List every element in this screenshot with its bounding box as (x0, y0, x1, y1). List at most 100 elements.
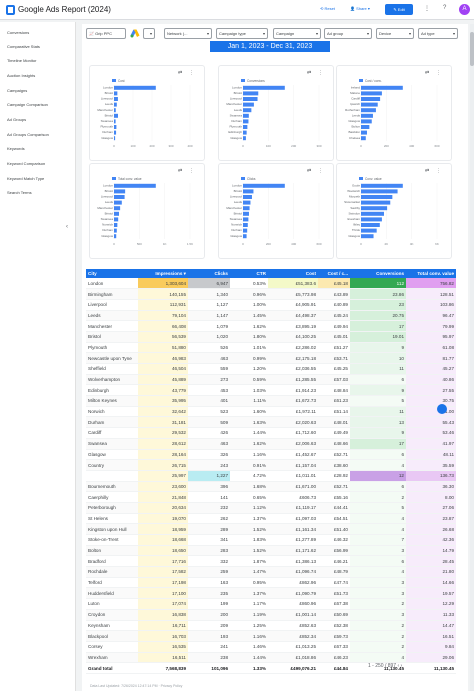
filter-network-[interactable]: Network (... ▾ (164, 28, 212, 39)
table-row[interactable]: Plymouth 51,880 526 1.01% £2,286.02 £51.27 9 61… (86, 342, 456, 354)
table-row[interactable]: Manchester 66,408 1,079 1.62% £3,895.19 £49.9… (86, 320, 456, 332)
column-header[interactable]: Impressions ▾ (138, 269, 188, 278)
value-cell: £1,712.60 (268, 427, 318, 439)
scrollbar[interactable] (470, 24, 474, 691)
sidebar-item-conversions[interactable]: Conversions (7, 30, 30, 35)
table-row[interactable]: Corsey 16,535 241 1.46% £1,013.25 £67.33 2 9.84 (86, 641, 456, 653)
city-cell: Telford (86, 577, 138, 589)
bar (361, 200, 391, 205)
table-row[interactable]: Bournemouth 23,600 396 1.68% £1,671.00 £52.71… (86, 481, 456, 493)
sidebar-item-ad-groups[interactable]: Ad Groups (7, 117, 27, 122)
table-row[interactable]: Wrexham 16,511 238 1.44% £1,018.86 £46.23 4 29.… (86, 652, 456, 664)
sidebar-item-ad-groups-comparison[interactable]: Ad Groups Comparison (7, 132, 49, 137)
pagination: 1 - 250 / 897 ‹ › (368, 663, 403, 669)
collapse-sidebar-icon[interactable]: ‹ (66, 224, 68, 230)
table-row[interactable]: Bristol 56,539 1,020 1.80% £4,100.25 £45.01 19… (86, 331, 456, 343)
sidebar-item-keyword-match-type[interactable]: Keyword Match Type (7, 176, 45, 181)
filter-device[interactable]: Device ▾ (376, 28, 414, 39)
value-cell: 112 (350, 278, 406, 290)
table-row[interactable]: Cardiff 29,532 426 1.44% £1,712.60 £49.49 9 53.… (86, 427, 456, 439)
table-row[interactable]: Stoke-on-Trent 18,668 341 1.83% £1,277.89 £46… (86, 534, 456, 546)
prev-page-icon[interactable]: ‹ (397, 663, 400, 669)
table-row[interactable]: Sheffield 46,504 559 1.20% £2,036.55 £45.25 11… (86, 363, 456, 375)
ads-dropdown[interactable]: ▾ (143, 28, 155, 39)
next-page-icon[interactable]: › (400, 663, 403, 669)
sidebar-item-keywords[interactable]: Keywords (7, 146, 25, 151)
table-row[interactable]: Bolton 18,650 283 1.52% £1,171.62 £56.99 3 14.7… (86, 545, 456, 557)
table-row[interactable]: Rochdale 17,582 259 1.47% £1,096.74 £48.79 4 21… (86, 566, 456, 578)
help-icon[interactable]: ? (443, 5, 447, 11)
table-row[interactable]: Edinburgh 43,779 453 1.03% £1,914.23 £48.84 9 2… (86, 384, 456, 397)
value-cell: 14.66 (406, 577, 456, 589)
table-row[interactable]: Keynsham 16,711 209 1.25% £852.63 £52.38 2 14.4… (86, 620, 456, 632)
table-row[interactable]: Huddersfield 17,100 235 1.37% £1,090.79 £51.7… (86, 587, 456, 600)
table-row[interactable]: Telford 17,198 163 0.95% £862.96 £47.74 3 14.66 (86, 577, 456, 589)
column-header[interactable]: Total conv. value (406, 269, 456, 278)
category-label: Swansea (101, 217, 114, 221)
value-cell: 128.51 (406, 288, 456, 300)
chat-bubble-icon[interactable] (437, 404, 447, 414)
total-cell: 11,130.45 (350, 662, 406, 674)
column-header[interactable]: Clicks (188, 269, 230, 278)
table-row[interactable]: Kingston upon Hull 18,959 289 1.52% £1,161.3… (86, 523, 456, 535)
bar (361, 223, 380, 227)
table-row[interactable]: 25,997 1,227 4.72% £1,011.01 £28.92 12 136.73 (86, 470, 456, 482)
value-cell: 29,532 (138, 427, 188, 439)
table-row[interactable]: Luton 17,074 199 1.17% £860.96 £67.38 2 12.29 (86, 598, 456, 610)
table-row[interactable]: Croydon 16,838 200 1.19% £1,001.14 £50.69 3 11.… (86, 609, 456, 621)
table-row[interactable]: Newcastle upon Tyne 46,983 463 0.99% £2,175.… (86, 352, 456, 364)
filter-campaign[interactable]: Campaign ▾ (273, 28, 321, 39)
table-row[interactable]: Peterborough 20,634 232 1.12% £1,119.17 £44.4… (86, 502, 456, 514)
table-row[interactable]: Durham 31,181 509 1.63% £2,020.63 £48.01 13 55.… (86, 416, 456, 429)
column-header[interactable]: Conversions (350, 269, 406, 278)
value-cell: 209 (188, 620, 230, 632)
table-row[interactable]: Milton Keynes 35,995 401 1.11% £1,672.73 £61.… (86, 395, 456, 407)
table-row[interactable]: Norwich 32,642 523 1.60% £1,972.11 £51.14 11 61… (86, 406, 456, 418)
column-header[interactable]: Cost (268, 269, 318, 278)
table-row[interactable]: Country 26,715 243 0.91% £1,157.04 £38.60 4 35.… (86, 459, 456, 471)
city-cell: Birmingham (86, 288, 138, 300)
bar-chart-svg: ⇄ ⋮ Clicks 0 200 400 600 London Bristol Liverpool… (226, 168, 323, 246)
sidebar-item-keyword-comparison[interactable]: Keyword Comparison (7, 161, 46, 166)
table-row[interactable]: St Helens 19,070 262 1.37% £1,097.03 £54.51 4 2… (86, 513, 456, 525)
sidebar-item-auction-insights[interactable]: Auction Insights (7, 73, 36, 78)
column-header[interactable]: CTR (230, 269, 268, 278)
table-row[interactable]: Leeds 79,104 1,147 1.45% £4,498.37 £45.24 20.7… (86, 310, 456, 322)
category-label: Morpeth (349, 195, 360, 199)
value-cell: 0.96% (230, 288, 268, 300)
table-row[interactable]: Wolverhampton 45,889 273 0.59% £1,285.55 £57.… (86, 374, 456, 386)
value-cell: 26,715 (138, 459, 188, 471)
edit-button[interactable]: ✎ Edit (385, 4, 413, 15)
table-row[interactable]: Glasgow 28,164 326 1.16% £1,452.67 £52.71 6 48.… (86, 449, 456, 461)
share-button[interactable]: 👤 Share ▾ (350, 6, 370, 11)
reset-button[interactable]: ⟲ Reset (320, 6, 335, 11)
sidebar-item-campaign-comparison[interactable]: Campaign Comparison (7, 102, 48, 107)
category-label: Swindon (348, 211, 360, 215)
avatar[interactable]: A (459, 4, 470, 15)
column-header[interactable]: City (86, 269, 138, 278)
value-cell: £67.38 (318, 598, 350, 610)
sidebar-item-search-terms[interactable]: Search Terms (7, 190, 32, 195)
x-tick-label: 400 (187, 144, 192, 148)
bar-chart-svg: ⇄ ⋮ Total conv. value 0 500 1K 1.5K London Brist… (97, 168, 194, 246)
table-row[interactable]: Bradford 17,716 332 1.87% £1,386.13 £46.21 6 28… (86, 555, 456, 568)
filter-ad-type[interactable]: Ad type ▾ (418, 28, 458, 39)
table-row[interactable]: Caerphilly 21,848 141 0.65% £606.73 £55.16 2 8.… (86, 491, 456, 503)
scrollbar-thumb[interactable] (470, 32, 474, 66)
bar (361, 195, 393, 199)
more-icon[interactable]: ⋮ (424, 6, 430, 12)
table-row[interactable]: Blackpool 16,703 193 1.16% £852.34 £59.73 2 16.… (86, 630, 456, 642)
table-row[interactable]: Swansea 28,612 463 1.62% £2,006.63 £48.66 17 41… (86, 438, 456, 450)
column-header[interactable]: Cost / c... (318, 269, 350, 278)
table-row[interactable]: Birmingham 140,155 1,340 0.96% £5,773.98 £43.… (86, 288, 456, 300)
date-range-picker[interactable]: Jan 1, 2023 - Dec 31, 2023 (210, 41, 330, 52)
legend-swatch (241, 177, 245, 180)
table-row[interactable]: London 1,303,604 6,947 0.53% £51,383.6 £45.18… (86, 278, 456, 290)
table-row[interactable]: Liverpool 112,931 1,127 1.00% £4,905.91 £40.8… (86, 299, 456, 311)
filter-campaign-type[interactable]: Campaign type ▾ (216, 28, 268, 39)
category-label: Manchester (226, 206, 242, 210)
sidebar-item-comparative-stats[interactable]: Comparative Stats (7, 44, 40, 49)
filter-ad-group[interactable]: Ad group ▾ (324, 28, 372, 39)
sidebar-item-timeline-monitor[interactable]: Timeline Monitor (7, 58, 37, 63)
sidebar-item-campaigns[interactable]: Campaigns (7, 88, 28, 93)
